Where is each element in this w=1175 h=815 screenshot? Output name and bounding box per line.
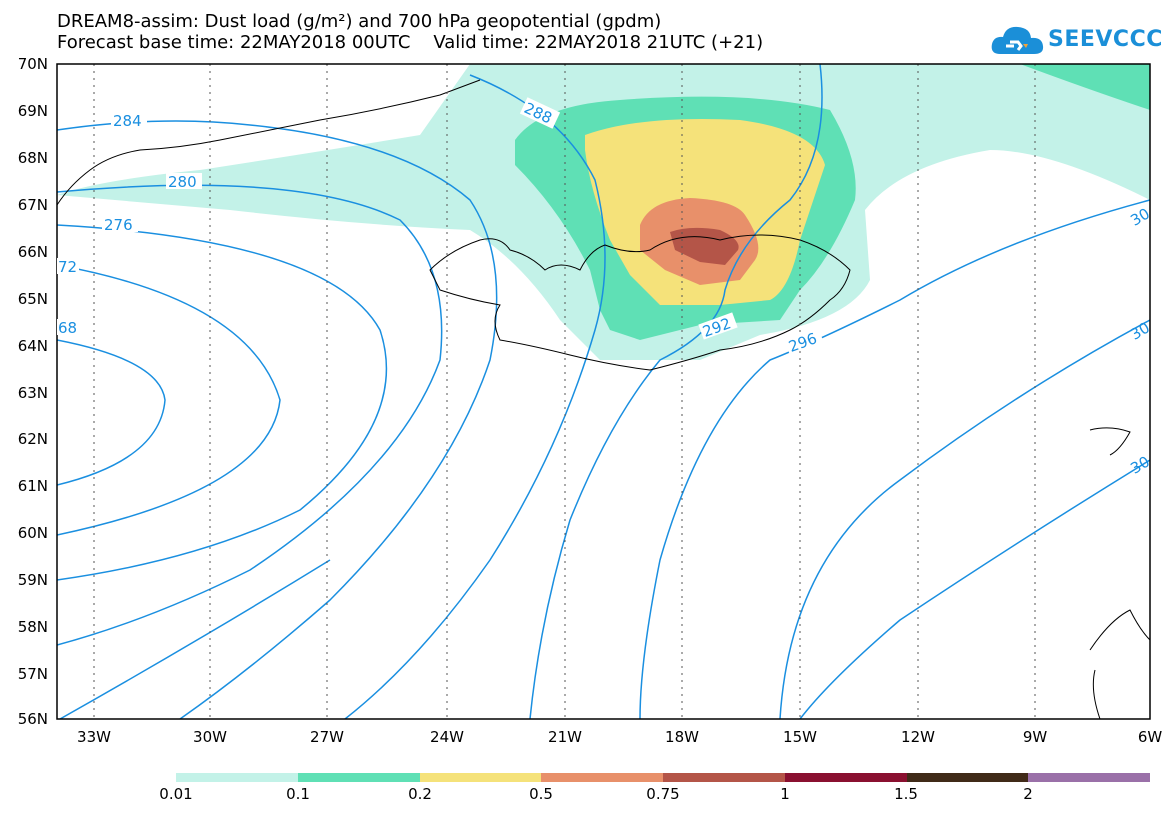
lat-label: 68N bbox=[18, 149, 48, 167]
faroe-coast bbox=[1089, 427, 1131, 456]
contour-296 bbox=[639, 199, 1150, 719]
contour-label: 30 bbox=[1127, 205, 1153, 230]
legend-label: 0.01 bbox=[159, 785, 193, 803]
legend-swatch bbox=[1028, 773, 1150, 782]
lon-label: 6W bbox=[1138, 728, 1163, 746]
map-title: DREAM8-assim: Dust load (g/m²) and 700 h… bbox=[57, 11, 662, 32]
legend-label: 2 bbox=[1023, 785, 1033, 803]
legend-label: 0.2 bbox=[408, 785, 432, 803]
legend-swatch bbox=[541, 773, 663, 782]
contour-label: 296 bbox=[786, 329, 819, 356]
lat-label: 70N bbox=[18, 55, 48, 73]
contour-288 bbox=[344, 74, 606, 719]
lat-label: 67N bbox=[18, 196, 48, 214]
logo-text: SEEVCCC bbox=[1048, 27, 1163, 52]
contour-label: 72 bbox=[58, 258, 77, 276]
lat-label: 59N bbox=[18, 571, 48, 589]
legend-label: 1.5 bbox=[894, 785, 918, 803]
map-subtitle: Forecast base time: 22MAY2018 00UTC Vali… bbox=[57, 32, 764, 53]
contour-292 bbox=[529, 64, 823, 719]
legend-label: 0.75 bbox=[646, 785, 680, 803]
lat-label: 62N bbox=[18, 430, 48, 448]
lon-label: 18W bbox=[665, 728, 699, 746]
contour-272 bbox=[57, 264, 281, 536]
contour-280 bbox=[57, 184, 443, 646]
legend-swatch bbox=[663, 773, 785, 782]
lat-label: 65N bbox=[18, 290, 48, 308]
lon-label: 30W bbox=[193, 728, 227, 746]
lat-label: 64N bbox=[18, 337, 48, 355]
contour-label: 280 bbox=[168, 173, 197, 191]
contour-284 bbox=[57, 120, 498, 719]
contour-label: 30 bbox=[1127, 453, 1153, 478]
contour-label: 30 bbox=[1127, 319, 1153, 344]
lon-label: 27W bbox=[310, 728, 344, 746]
scotland-coast bbox=[1089, 609, 1150, 719]
seevccc-logo: SEEVCCC bbox=[990, 22, 1162, 58]
lat-label: 63N bbox=[18, 384, 48, 402]
legend-swatch bbox=[297, 773, 420, 782]
lon-label: 24W bbox=[430, 728, 464, 746]
dust-region-0.1-ne bbox=[1020, 64, 1150, 110]
lat-label: 61N bbox=[18, 477, 48, 495]
legend-label: 0.1 bbox=[286, 785, 310, 803]
lon-label: 21W bbox=[548, 728, 582, 746]
contour-label: 68 bbox=[58, 319, 77, 337]
lat-label: 58N bbox=[18, 618, 48, 636]
contour-268 bbox=[57, 339, 166, 486]
lat-label: 60N bbox=[18, 524, 48, 542]
contour-304 bbox=[799, 459, 1150, 719]
iceland-coast bbox=[429, 234, 851, 371]
lon-label: 33W bbox=[77, 728, 111, 746]
cloud-icon bbox=[991, 26, 1044, 54]
contour-label: 276 bbox=[104, 216, 133, 234]
lon-label: 15W bbox=[783, 728, 817, 746]
lon-label: 9W bbox=[1023, 728, 1048, 746]
lat-label: 69N bbox=[18, 102, 48, 120]
legend-colorbar bbox=[176, 773, 1150, 782]
legend-label: 1 bbox=[780, 785, 790, 803]
lon-label: 12W bbox=[901, 728, 935, 746]
lat-label: 56N bbox=[18, 710, 48, 728]
lat-label: 66N bbox=[18, 243, 48, 261]
contour-276 bbox=[57, 224, 388, 581]
lat-label: 57N bbox=[18, 665, 48, 683]
legend-swatch bbox=[176, 773, 298, 782]
contour-300 bbox=[779, 319, 1150, 719]
contour-284b bbox=[59, 559, 331, 719]
legend-swatch bbox=[906, 773, 1029, 782]
legend-swatch bbox=[784, 773, 907, 782]
legend-label: 0.5 bbox=[529, 785, 553, 803]
legend-swatch bbox=[419, 773, 542, 782]
greenland-coast bbox=[57, 79, 481, 206]
contour-label: 284 bbox=[113, 112, 142, 130]
